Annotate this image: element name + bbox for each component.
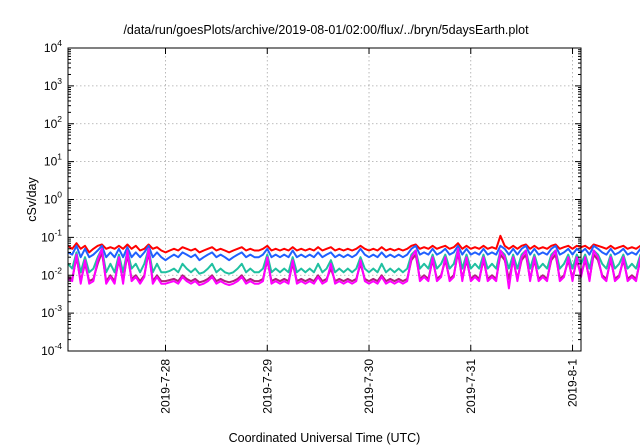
y-tick-label: 101 bbox=[44, 152, 62, 169]
y-tick-label-base: 10 bbox=[41, 268, 55, 282]
series-line-1 bbox=[67, 244, 640, 262]
y-tick-label-base: 10 bbox=[41, 230, 55, 244]
series-line-2 bbox=[67, 247, 640, 275]
x-tick-label: 2019-8-1 bbox=[566, 359, 580, 407]
y-tick-label-base: 10 bbox=[44, 155, 58, 169]
y-tick-label-base: 10 bbox=[44, 193, 58, 207]
y-tick-label: 10-4 bbox=[41, 341, 62, 358]
series-line-0 bbox=[67, 234, 640, 254]
y-tick-label-base: 10 bbox=[44, 41, 58, 55]
y-tick-label-exponent: 0 bbox=[57, 190, 62, 200]
x-tick-label: 2019-7-29 bbox=[260, 359, 274, 414]
y-tick-label-base: 10 bbox=[41, 344, 55, 358]
y-tick-label-exponent: -1 bbox=[54, 227, 62, 237]
x-tick-label: 2019-7-30 bbox=[362, 359, 376, 414]
y-tick-label-exponent: -4 bbox=[54, 341, 62, 351]
x-axis: 2019-7-28 2019-7-29 2019-7-30 2019-7-31 2019… bbox=[159, 48, 580, 414]
chart-title: /data/run/goesPlots/archive/2019-08-01/0… bbox=[123, 23, 529, 37]
y-tick-label-exponent: 3 bbox=[57, 76, 62, 86]
y-tick-label: 103 bbox=[44, 76, 62, 93]
y-axis-label: cSv/day bbox=[25, 177, 39, 222]
series-line-4 bbox=[67, 247, 640, 290]
y-tick-label-base: 10 bbox=[44, 79, 58, 93]
series-group bbox=[67, 234, 640, 290]
y-tick-label-exponent: 4 bbox=[57, 38, 62, 48]
y-tick-label-exponent: 2 bbox=[57, 114, 62, 124]
x-tick-label: 2019-7-31 bbox=[464, 359, 478, 414]
y-tick-label: 10-1 bbox=[41, 227, 62, 244]
y-tick-label: 102 bbox=[44, 114, 62, 131]
y-tick-label-exponent: -3 bbox=[54, 303, 62, 313]
grid-lines bbox=[68, 48, 581, 351]
y-tick-label-base: 10 bbox=[44, 117, 58, 131]
y-tick-label: 10-2 bbox=[41, 265, 62, 282]
x-axis-label: Coordinated Universal Time (UTC) bbox=[229, 431, 421, 445]
x-tick-label: 2019-7-28 bbox=[159, 359, 173, 414]
y-tick-label-exponent: 1 bbox=[57, 152, 62, 162]
y-tick-label-base: 10 bbox=[41, 306, 55, 320]
y-tick-label: 100 bbox=[44, 190, 62, 207]
y-tick-label: 10-3 bbox=[41, 303, 62, 320]
y-tick-label-exponent: -2 bbox=[54, 265, 62, 275]
y-tick-label: 104 bbox=[44, 38, 62, 55]
